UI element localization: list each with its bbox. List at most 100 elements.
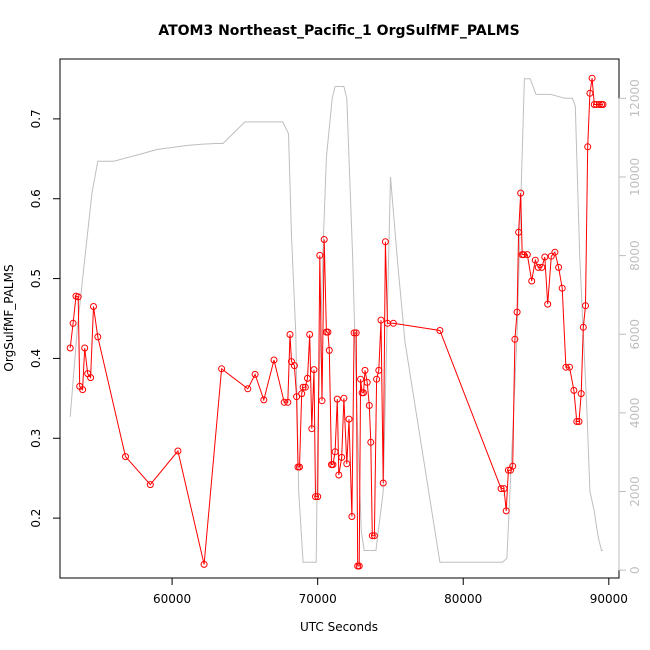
y-tick-label: 0.2 bbox=[29, 509, 43, 528]
data-point bbox=[507, 466, 514, 474]
data-point bbox=[290, 362, 298, 370]
data-point bbox=[348, 513, 356, 520]
data-point bbox=[251, 370, 259, 378]
y-tick-label: 0.4 bbox=[29, 349, 43, 368]
data-point bbox=[352, 329, 360, 337]
y2-tick-label: 6000 bbox=[628, 319, 642, 350]
data-point bbox=[333, 395, 341, 403]
data-point bbox=[310, 366, 318, 374]
data-point bbox=[316, 251, 324, 259]
data-point bbox=[284, 398, 292, 406]
x-axis-label: UTC Seconds bbox=[300, 620, 378, 634]
data-point bbox=[299, 383, 307, 391]
data-point bbox=[573, 418, 581, 425]
data-point bbox=[286, 331, 294, 338]
data-point bbox=[579, 323, 587, 331]
data-point bbox=[538, 263, 546, 271]
data-point bbox=[562, 363, 570, 371]
data-point bbox=[325, 346, 333, 354]
data-point bbox=[515, 228, 523, 236]
data-point bbox=[575, 418, 583, 425]
data-point bbox=[314, 493, 322, 501]
data-point bbox=[528, 277, 536, 285]
data-point bbox=[244, 385, 252, 393]
data-point bbox=[547, 252, 555, 260]
data-point bbox=[301, 383, 309, 391]
x-tick-label: 90000 bbox=[590, 592, 628, 606]
data-point bbox=[350, 329, 358, 337]
data-point bbox=[69, 319, 77, 327]
data-point bbox=[379, 479, 387, 487]
data-point bbox=[365, 402, 373, 409]
data-point bbox=[329, 461, 337, 469]
data-point bbox=[324, 328, 332, 336]
data-point bbox=[94, 333, 102, 341]
y2-tick-label: 12000 bbox=[628, 79, 642, 117]
data-point bbox=[270, 356, 278, 364]
y2-tick-label: 4000 bbox=[628, 398, 642, 429]
data-point bbox=[588, 74, 596, 82]
data-point bbox=[566, 363, 573, 371]
secondary-series-line bbox=[69, 78, 603, 563]
data-point bbox=[304, 374, 311, 382]
data-point bbox=[345, 415, 353, 423]
data-point bbox=[577, 390, 585, 398]
y-tick-label: 0.3 bbox=[29, 429, 43, 448]
data-point bbox=[363, 378, 371, 386]
y2-tick-label: 0 bbox=[628, 566, 642, 574]
data-point bbox=[389, 319, 397, 327]
primary-series-line bbox=[69, 78, 603, 567]
data-point bbox=[590, 101, 598, 108]
data-point bbox=[509, 462, 517, 470]
data-point bbox=[570, 386, 578, 394]
data-point bbox=[534, 263, 542, 271]
y2-tick-label: 2000 bbox=[628, 476, 642, 507]
data-point bbox=[306, 331, 314, 338]
data-point bbox=[582, 302, 589, 310]
plot-frame bbox=[59, 58, 620, 579]
data-point bbox=[558, 284, 566, 292]
data-point bbox=[586, 89, 594, 97]
data-point bbox=[368, 532, 376, 540]
x-tick-label: 60000 bbox=[153, 592, 191, 606]
y-tick-label: 0.6 bbox=[29, 189, 43, 208]
chart-title: ATOM3 Northeast_Pacific_1 OrgSulfMF_PALM… bbox=[158, 23, 519, 39]
data-point bbox=[308, 425, 316, 433]
data-point bbox=[502, 507, 510, 515]
data-point bbox=[436, 327, 444, 334]
data-point bbox=[312, 493, 319, 501]
data-point bbox=[504, 466, 512, 474]
data-point bbox=[87, 374, 95, 382]
data-point bbox=[599, 101, 607, 108]
data-point bbox=[90, 303, 97, 310]
y2-tick-label: 8000 bbox=[628, 240, 642, 271]
data-point bbox=[79, 386, 87, 394]
data-point bbox=[361, 366, 369, 374]
data-point bbox=[592, 101, 600, 108]
y2-tick-label: 10000 bbox=[628, 158, 642, 196]
data-point bbox=[497, 485, 505, 493]
data-point bbox=[531, 256, 539, 264]
data-point bbox=[520, 251, 528, 259]
data-point bbox=[331, 448, 339, 456]
data-point bbox=[260, 396, 268, 404]
y-tick-label: 0.7 bbox=[29, 109, 43, 128]
data-point bbox=[122, 453, 129, 461]
data-point bbox=[541, 253, 549, 261]
data-point bbox=[555, 263, 563, 271]
data-point bbox=[320, 236, 328, 243]
data-point bbox=[357, 375, 365, 383]
data-point bbox=[517, 189, 525, 197]
data-point bbox=[377, 316, 385, 324]
x-tick-label: 80000 bbox=[444, 592, 482, 606]
primary-series-layer bbox=[66, 74, 607, 570]
data-point bbox=[335, 471, 343, 479]
data-point bbox=[218, 365, 226, 373]
data-point bbox=[296, 463, 303, 471]
data-point bbox=[513, 308, 521, 316]
data-point bbox=[584, 143, 592, 151]
y-tick-label: 0.5 bbox=[29, 269, 43, 288]
data-point bbox=[174, 447, 182, 455]
